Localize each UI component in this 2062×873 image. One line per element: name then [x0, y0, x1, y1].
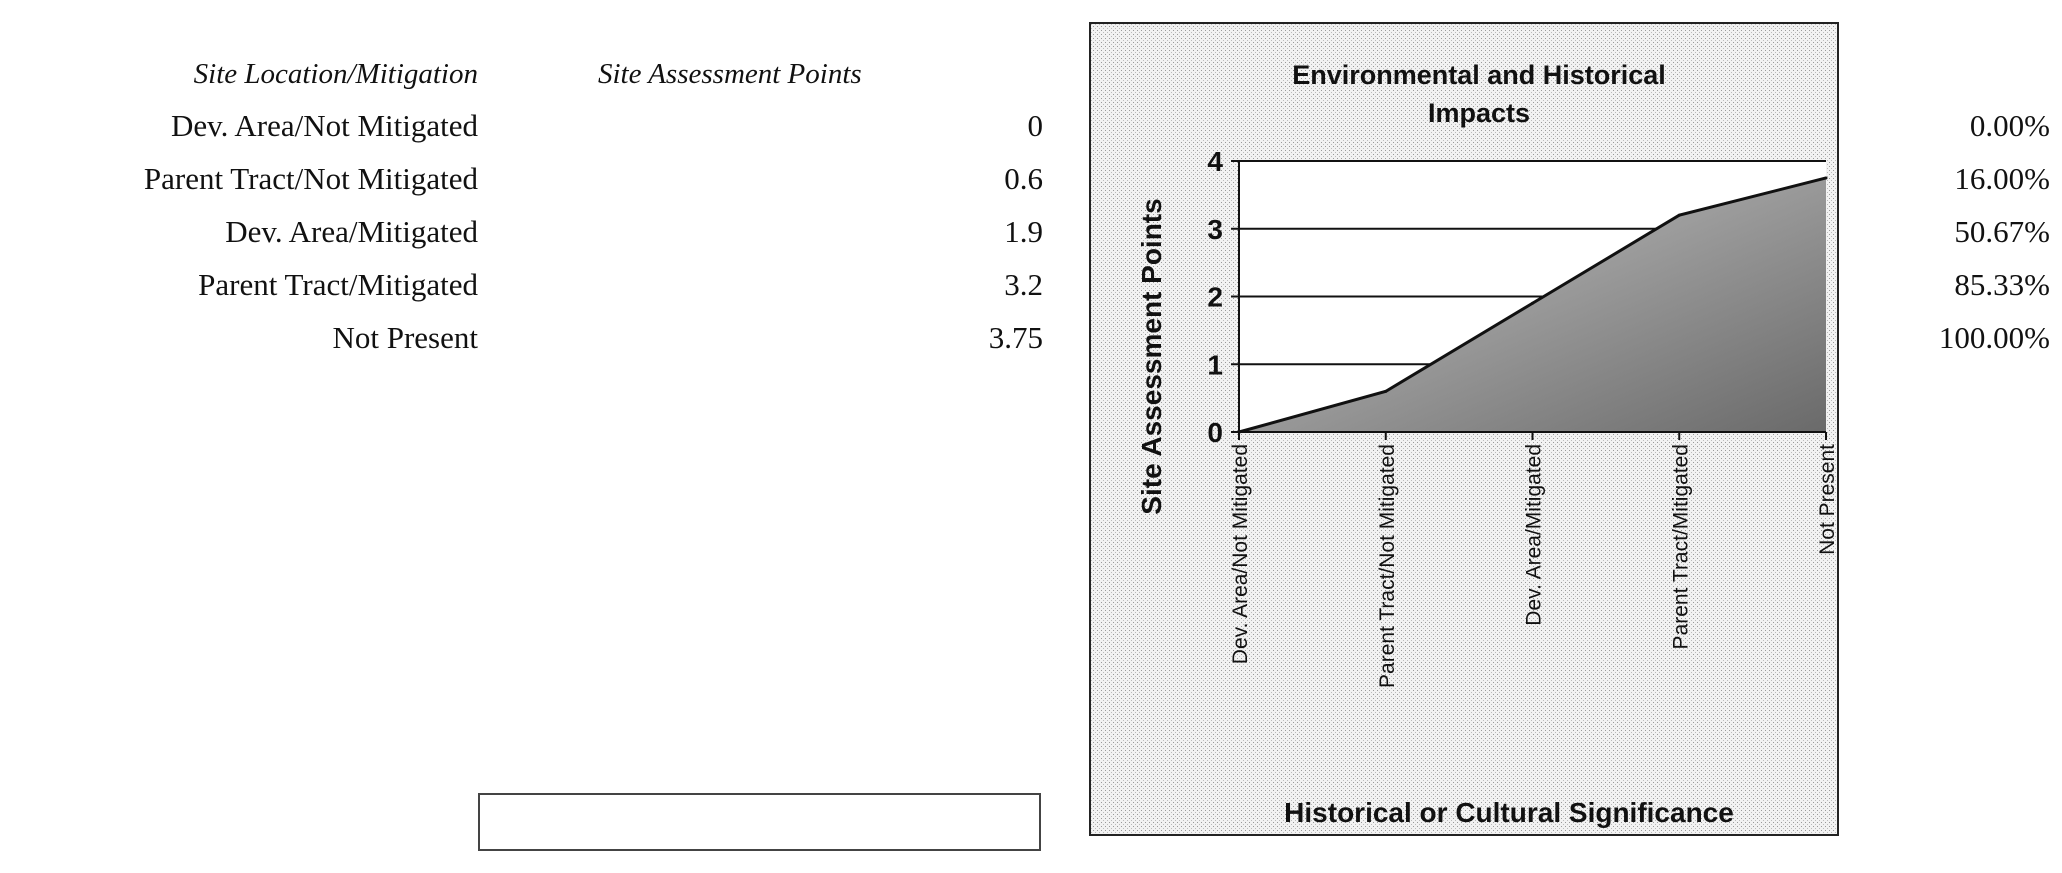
y-tick-label: 3 [1207, 214, 1223, 245]
y-axis-title: Site Assessment Points [1136, 198, 1167, 514]
x-tick-label: Dev. Area/Mitigated [1523, 444, 1546, 626]
y-tick-label: 2 [1207, 282, 1223, 313]
header-site-location: Site Location/Mitigation [193, 58, 478, 90]
y-tick-label: 0 [1207, 417, 1223, 448]
percentage-value: 16.00% [1954, 161, 2050, 196]
x-tick-label: Not Present [1816, 444, 1839, 555]
y-tick-label: 4 [1207, 146, 1223, 177]
data-point [1824, 176, 1828, 180]
row-label: Dev. Area/Mitigated [225, 214, 478, 249]
header-site-assessment-points: Site Assessment Points [598, 58, 862, 90]
percentage-value: 0.00% [1969, 108, 2050, 143]
percentage-value: 50.67% [1954, 214, 2050, 249]
x-tick-label: Dev. Area/Not Mitigated [1229, 444, 1252, 664]
data-point [1531, 301, 1534, 305]
row-label: Dev. Area/Not Mitigated [170, 108, 478, 143]
data-point [1384, 389, 1388, 393]
row-value: 0 [1027, 108, 1044, 143]
row-label: Parent Tract/Not Mitigated [143, 161, 478, 196]
percentage-value: 100.00% [1938, 320, 2050, 355]
row-label: Not Present [332, 320, 478, 355]
row-value: 3.2 [1004, 267, 1043, 302]
row-value: 1.9 [1004, 214, 1043, 249]
y-tick-label: 1 [1207, 349, 1223, 380]
chart-title-line1: Environmental and Historical [1292, 60, 1666, 90]
empty-input-box[interactable] [478, 793, 1041, 851]
row-value: 0.6 [1004, 161, 1043, 196]
x-tick-label: Parent Tract/Mitigated [1669, 444, 1692, 649]
chart-title-line2: Impacts [1428, 98, 1530, 128]
percentage-value: 85.33% [1954, 267, 2050, 302]
row-value: 3.75 [988, 320, 1043, 355]
x-axis-title: Historical or Cultural Significance [1284, 797, 1734, 828]
chart: 0 1 2 3 4 Dev. Area/Not Mitigated Parent Tract… [1089, 22, 1839, 836]
data-point [1677, 213, 1681, 217]
row-label: Parent Tract/Mitigated [198, 267, 478, 302]
x-tick-label: Parent Tract/Not Mitigated [1376, 444, 1399, 688]
